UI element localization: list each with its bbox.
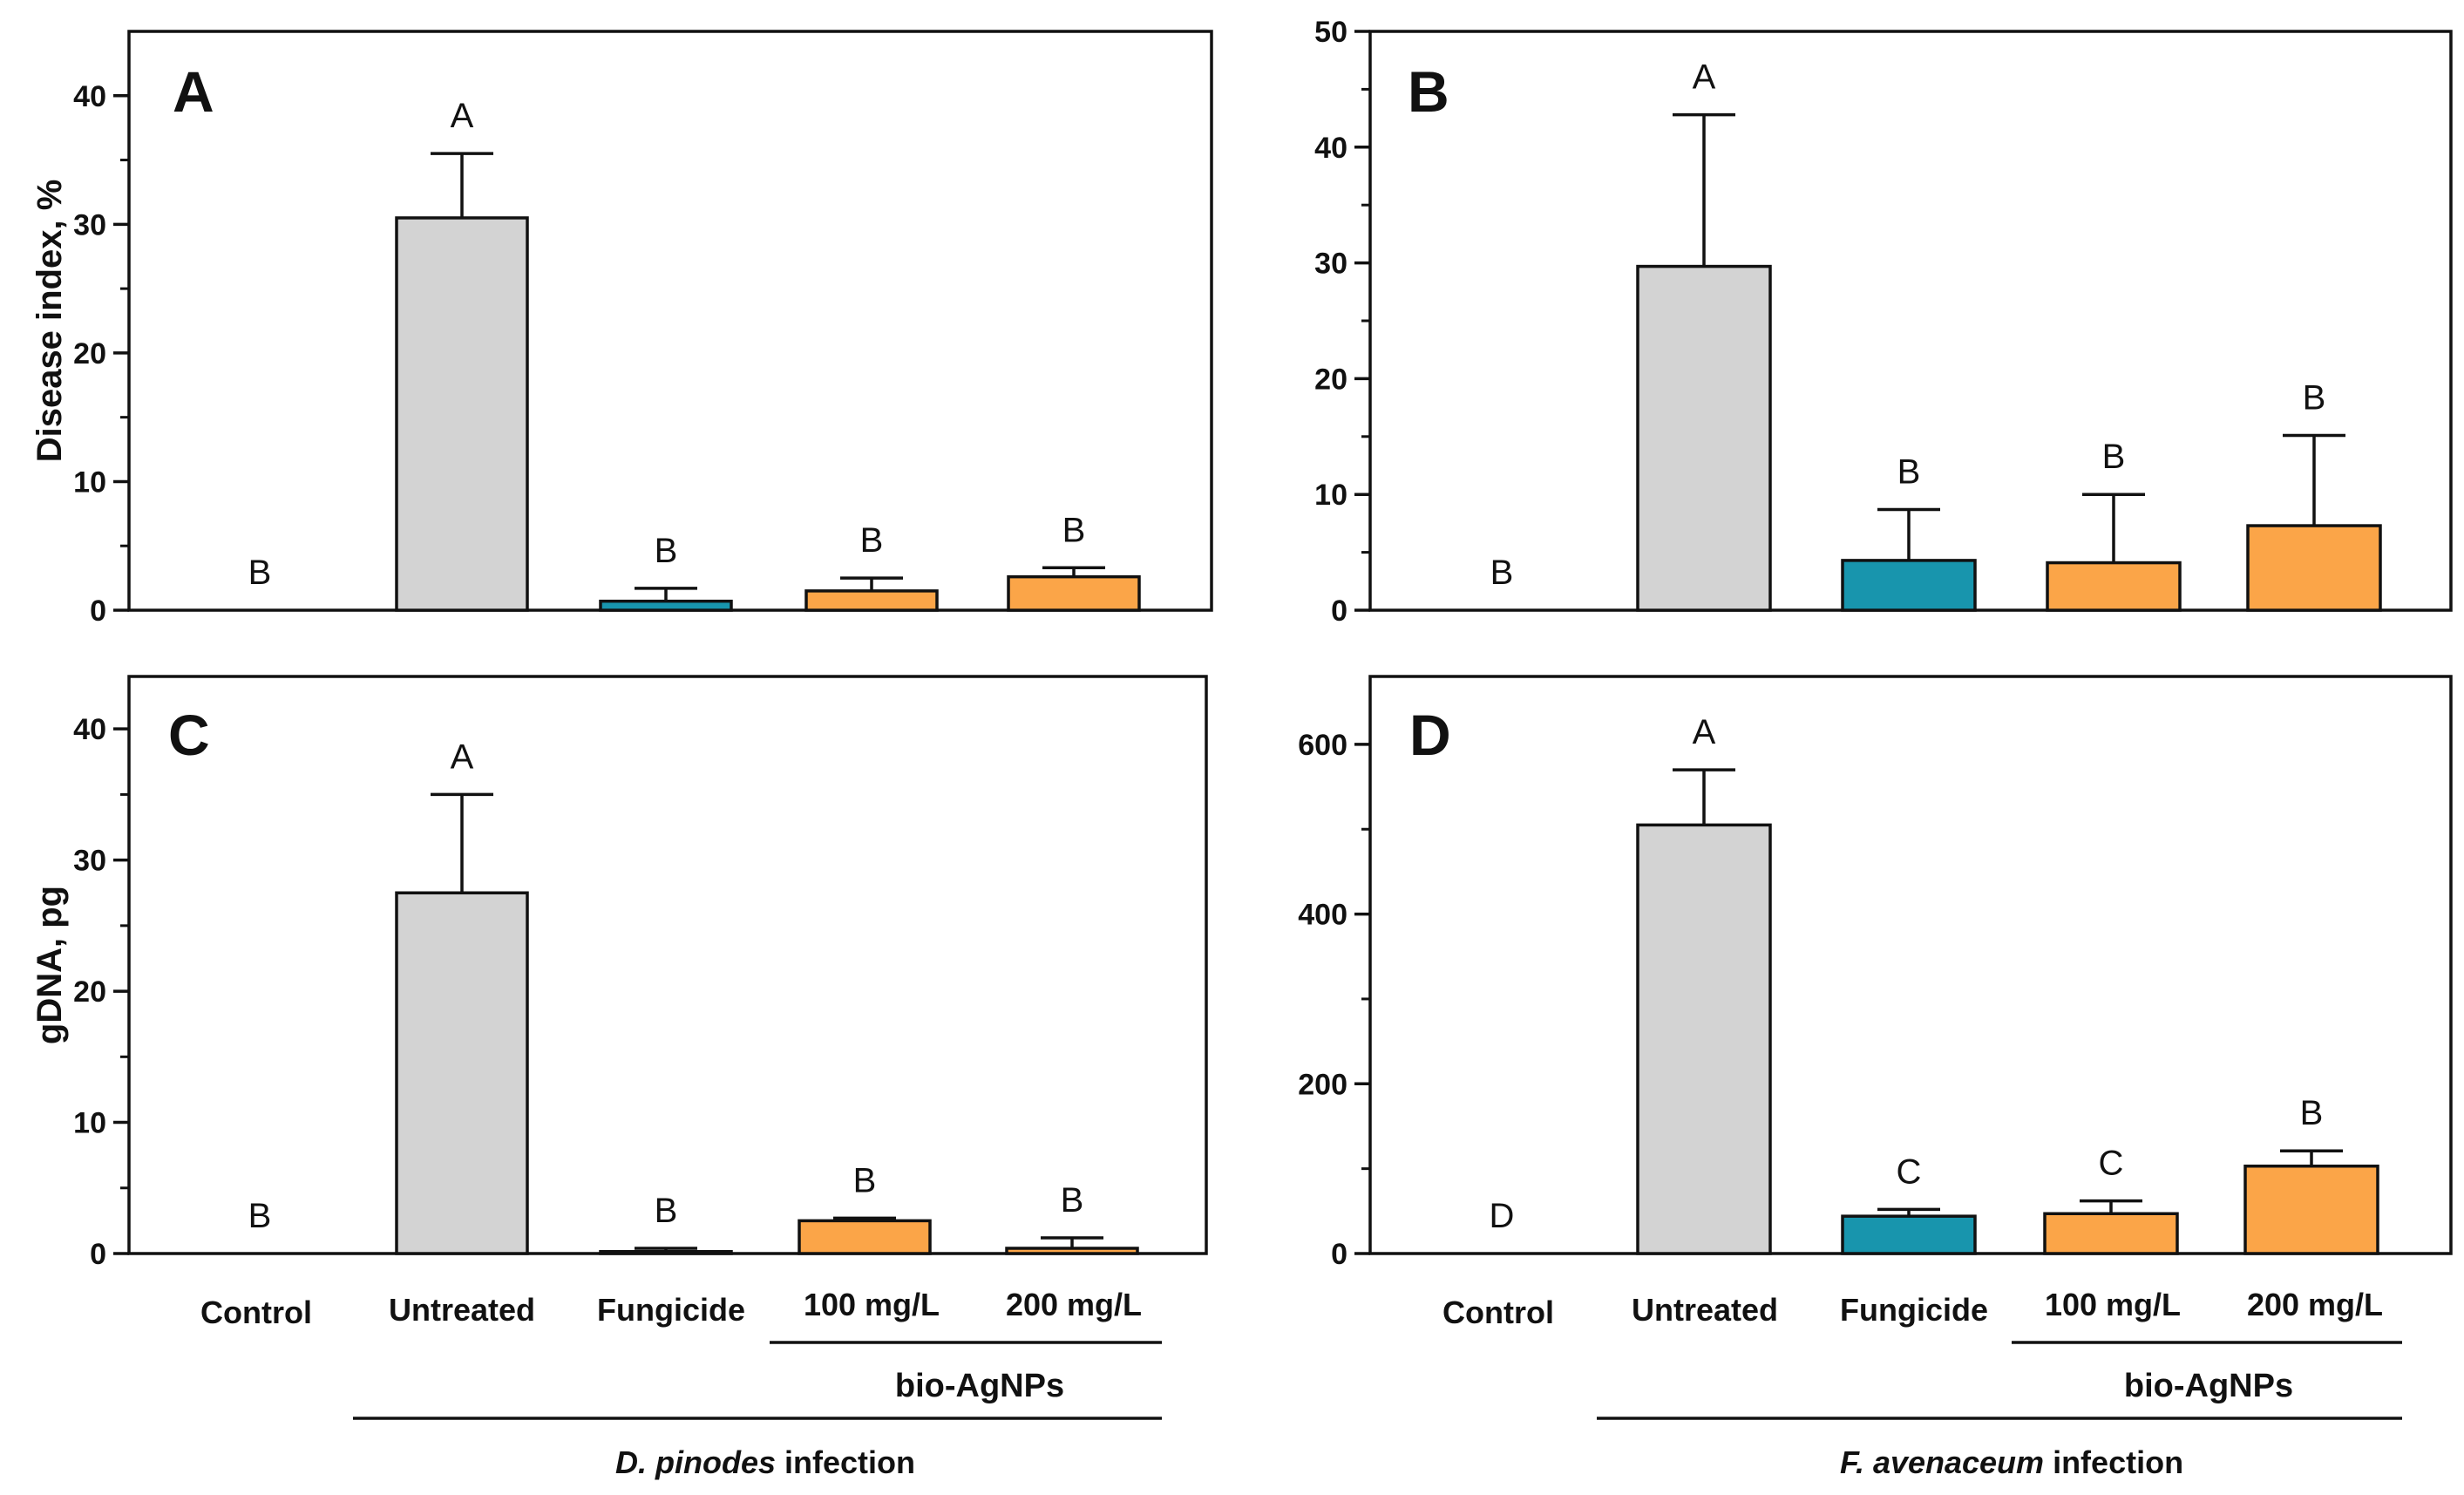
significance-letter-control: D (1490, 1197, 1515, 1235)
group-label: bio-AgNPs (2124, 1368, 2293, 1404)
y-tick-label: 30 (1314, 248, 1347, 281)
panel-label: D (1409, 703, 1451, 767)
significance-letter-100-mg-l: B (2102, 438, 2126, 476)
bar-200-mg-l (1007, 574, 1141, 612)
significance-letter-control: B (1490, 554, 1514, 592)
y-tick-label: 20 (73, 337, 106, 370)
category-labels-right: Control Untreated Fungicide 100 mg/L 200… (1442, 1287, 2383, 1330)
panel-label: B (1408, 59, 1449, 124)
significance-letter-fungicide: B (655, 1192, 678, 1230)
bar-untreated (395, 216, 529, 612)
category-label-fungicide: Fungicide (597, 1292, 745, 1328)
panel-a: A Disease index, % 0 10 20 30 40 B A B B B (31, 30, 1213, 628)
category-label-100mg: 100 mg/L (2045, 1287, 2181, 1322)
y-tick-label: 20 (1314, 363, 1347, 396)
y-ticks: 0 10 20 30 40 (73, 80, 129, 628)
significance-letter-untreated: A (1693, 58, 1716, 97)
y-tick-label: 400 (1298, 899, 1347, 932)
significance-letter-100-mg-l: B (860, 521, 884, 560)
bars: B A B B B (248, 737, 1139, 1255)
y-tick-label: 30 (73, 845, 106, 878)
category-label-100mg: 100 mg/L (804, 1287, 940, 1322)
significance-letter-control: B (248, 1197, 272, 1235)
bar-untreated (1636, 264, 1772, 612)
y-axis-title: Disease index, % (31, 180, 69, 463)
y-tick-label: 0 (90, 1238, 106, 1271)
y-tick-label: 10 (73, 1107, 106, 1140)
y-tick-label: 600 (1298, 729, 1347, 762)
y-tick-label: 0 (90, 595, 106, 628)
category-label-200mg: 200 mg/L (1006, 1287, 1142, 1322)
panel-label: C (168, 703, 210, 767)
bar-100-mg-l (2043, 1212, 2179, 1255)
significance-letter-200-mg-l: B (1061, 1181, 1084, 1220)
bars: B A B B B (248, 97, 1141, 612)
y-tick-label: 200 (1298, 1068, 1347, 1101)
y-tick-label: 40 (73, 80, 106, 113)
category-labels-left: Control Untreated Fungicide 100 mg/L 200… (200, 1287, 1142, 1330)
bar-200-mg-l (2243, 1164, 2379, 1255)
y-tick-label: 50 (1314, 16, 1347, 49)
bar-fungicide (1841, 1214, 1977, 1255)
panel-d: D 0 200 400 600 D A C C B (1298, 675, 2453, 1271)
bar-200-mg-l (2246, 524, 2382, 612)
y-tick-label: 40 (73, 713, 106, 746)
bar-fungicide (1841, 559, 1977, 612)
y-ticks: 0 200 400 600 (1298, 729, 1370, 1271)
y-tick-label: 40 (1314, 132, 1347, 165)
category-label-control: Control (200, 1295, 312, 1330)
bars: B A B B B (1490, 58, 2382, 612)
significance-letter-200-mg-l: B (2300, 1094, 2324, 1132)
bar-100-mg-l (804, 589, 939, 612)
y-tick-label: 10 (73, 465, 106, 499)
y-tick-label: 0 (1331, 595, 1347, 628)
significance-letter-untreated: A (1693, 713, 1716, 751)
plot-frame (1368, 30, 2453, 612)
bar-100-mg-l (798, 1219, 932, 1255)
panel-c: C gDNA, pg 0 10 20 30 40 B A B B B (31, 675, 1208, 1271)
infection-label-left: D. pinodes infection (615, 1444, 915, 1480)
significance-letter-200-mg-l: B (2303, 378, 2326, 417)
significance-letter-200-mg-l: B (1062, 511, 1086, 549)
significance-letter-untreated: A (451, 97, 474, 135)
y-tick-label: 30 (73, 208, 106, 241)
plot-frame (127, 30, 1213, 612)
y-axis-title: gDNA, pg (31, 886, 69, 1044)
category-label-untreated: Untreated (1632, 1292, 1778, 1328)
bar-fungicide (599, 1249, 733, 1255)
significance-letter-fungicide: B (655, 532, 678, 570)
bar-untreated (395, 891, 529, 1255)
y-ticks: 0 10 20 30 40 50 (1314, 16, 1370, 628)
group-label: bio-AgNPs (895, 1368, 1064, 1404)
bar-200-mg-l (1005, 1247, 1139, 1255)
category-label-200mg: 200 mg/L (2247, 1287, 2383, 1322)
significance-letter-fungicide: C (1897, 1152, 1922, 1191)
bar-fungicide (599, 599, 733, 612)
y-ticks: 0 10 20 30 40 (73, 713, 129, 1271)
plot-frame (127, 675, 1208, 1255)
category-label-control: Control (1442, 1295, 1554, 1330)
panel-label: A (173, 59, 214, 124)
significance-letter-100-mg-l: B (853, 1161, 877, 1199)
significance-letter-100-mg-l: C (2099, 1145, 2124, 1183)
y-tick-label: 10 (1314, 479, 1347, 512)
significance-letter-untreated: A (451, 737, 474, 776)
y-tick-label: 20 (73, 975, 106, 1009)
infection-label-right: F. avenaceum infection (1840, 1444, 2183, 1480)
category-label-untreated: Untreated (389, 1292, 535, 1328)
category-label-fungicide: Fungicide (1840, 1292, 1988, 1328)
significance-letter-fungicide: B (1897, 452, 1921, 491)
significance-letter-control: B (248, 554, 272, 592)
bar-100-mg-l (2046, 561, 2182, 612)
panel-b: B 0 10 20 30 40 50 B A B B B (1314, 16, 2453, 628)
bars: D A C C B (1490, 713, 2379, 1255)
bar-untreated (1636, 823, 1772, 1255)
y-tick-label: 0 (1331, 1238, 1347, 1271)
